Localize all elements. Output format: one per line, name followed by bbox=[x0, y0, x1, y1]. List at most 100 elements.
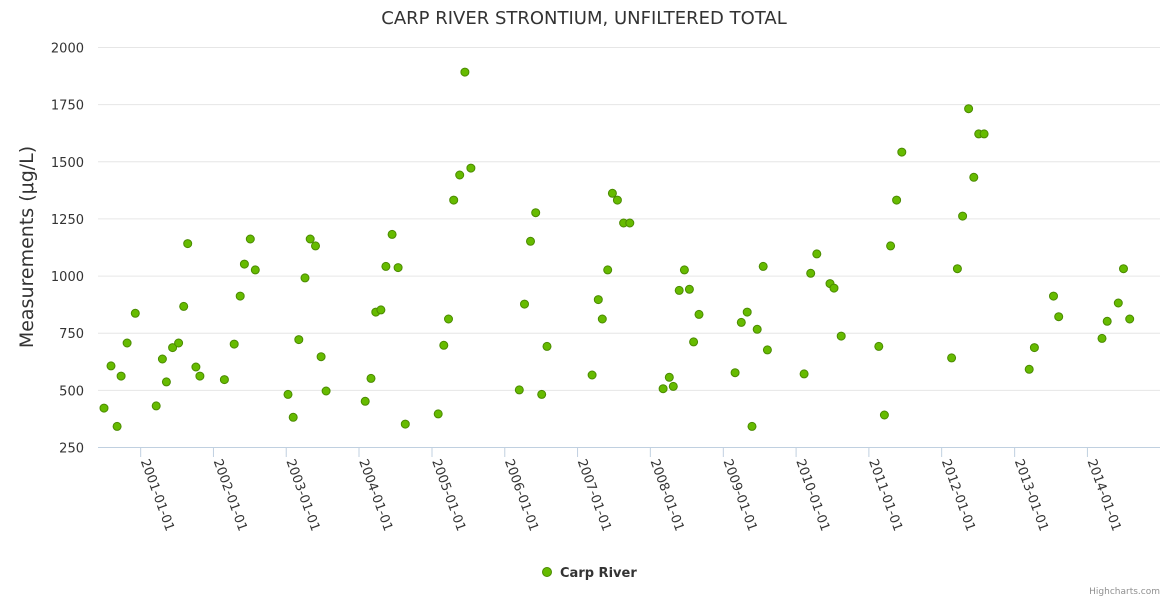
data-point-80[interactable] bbox=[879, 410, 889, 420]
data-point-47[interactable] bbox=[531, 208, 541, 218]
data-point-36[interactable] bbox=[400, 419, 410, 429]
data-point-22[interactable] bbox=[288, 412, 298, 422]
data-point-74[interactable] bbox=[806, 268, 816, 278]
data-point-50[interactable] bbox=[587, 370, 597, 380]
data-point-58[interactable] bbox=[658, 384, 668, 394]
data-point-57[interactable] bbox=[625, 218, 635, 228]
data-point-35[interactable] bbox=[393, 263, 403, 273]
data-point-97[interactable] bbox=[1113, 298, 1123, 308]
data-point-18[interactable] bbox=[239, 259, 249, 269]
data-point-86[interactable] bbox=[958, 211, 968, 221]
data-point-78[interactable] bbox=[836, 331, 846, 341]
data-point-95[interactable] bbox=[1097, 333, 1107, 343]
data-point-49[interactable] bbox=[542, 341, 552, 351]
data-point-42[interactable] bbox=[460, 67, 470, 77]
data-point-63[interactable] bbox=[684, 284, 694, 294]
data-point-24[interactable] bbox=[300, 273, 310, 283]
data-point-70[interactable] bbox=[752, 324, 762, 334]
data-point-81[interactable] bbox=[886, 241, 896, 251]
data-point-94[interactable] bbox=[1054, 312, 1064, 322]
data-point-71[interactable] bbox=[758, 261, 768, 271]
data-point-69[interactable] bbox=[747, 421, 757, 431]
data-point-3[interactable] bbox=[116, 371, 126, 381]
data-point-54[interactable] bbox=[607, 188, 617, 198]
data-point-37[interactable] bbox=[433, 409, 443, 419]
data-point-99[interactable] bbox=[1125, 314, 1135, 324]
data-point-39[interactable] bbox=[444, 314, 453, 324]
data-point-28[interactable] bbox=[321, 386, 331, 396]
data-point-2[interactable] bbox=[112, 421, 122, 431]
data-point-12[interactable] bbox=[183, 239, 193, 249]
data-point-4[interactable] bbox=[122, 338, 132, 348]
data-point-33[interactable] bbox=[381, 261, 391, 271]
data-point-13[interactable] bbox=[191, 362, 201, 372]
data-point-65[interactable] bbox=[694, 309, 704, 319]
data-point-7[interactable] bbox=[157, 354, 167, 364]
data-point-40[interactable] bbox=[449, 195, 459, 205]
data-point-55[interactable] bbox=[612, 195, 622, 205]
data-point-6[interactable] bbox=[151, 401, 161, 411]
data-point-11[interactable] bbox=[179, 301, 189, 311]
data-point-1[interactable] bbox=[106, 361, 116, 371]
data-point-32[interactable] bbox=[376, 305, 386, 315]
data-point-21[interactable] bbox=[283, 389, 293, 399]
data-point-53[interactable] bbox=[603, 265, 613, 275]
data-point-8[interactable] bbox=[161, 377, 171, 387]
legend[interactable]: Carp River bbox=[542, 566, 638, 581]
data-point-44[interactable] bbox=[514, 385, 524, 395]
data-point-29[interactable] bbox=[360, 396, 370, 406]
data-point-88[interactable] bbox=[969, 172, 979, 182]
data-point-19[interactable] bbox=[245, 234, 255, 244]
data-point-72[interactable] bbox=[762, 345, 772, 355]
data-point-16[interactable] bbox=[229, 339, 239, 349]
credits-link[interactable]: Highcharts.com bbox=[1089, 587, 1160, 597]
legend-item-carp-river[interactable]: Carp River bbox=[560, 566, 637, 581]
data-point-79[interactable] bbox=[874, 341, 884, 351]
data-point-90[interactable] bbox=[979, 129, 989, 139]
data-point-10[interactable] bbox=[174, 338, 184, 348]
data-point-38[interactable] bbox=[439, 340, 449, 350]
data-point-67[interactable] bbox=[736, 317, 746, 327]
data-point-73[interactable] bbox=[799, 369, 809, 379]
data-point-25[interactable] bbox=[305, 234, 315, 244]
data-point-93[interactable] bbox=[1049, 291, 1058, 301]
data-point-45[interactable] bbox=[520, 299, 529, 309]
data-point-5[interactable] bbox=[130, 308, 140, 318]
data-point-46[interactable] bbox=[526, 236, 535, 246]
data-point-41[interactable] bbox=[455, 170, 465, 180]
data-point-77[interactable] bbox=[829, 283, 839, 293]
data-point-68[interactable] bbox=[742, 307, 752, 317]
data-point-82[interactable] bbox=[892, 195, 902, 205]
data-point-0[interactable] bbox=[99, 403, 109, 413]
data-point-9[interactable] bbox=[168, 343, 178, 353]
data-point-91[interactable] bbox=[1024, 364, 1034, 374]
data-point-59[interactable] bbox=[664, 372, 674, 382]
data-point-84[interactable] bbox=[947, 353, 957, 363]
data-point-34[interactable] bbox=[387, 229, 397, 239]
data-point-51[interactable] bbox=[593, 295, 603, 305]
data-point-92[interactable] bbox=[1029, 343, 1039, 353]
data-point-48[interactable] bbox=[537, 389, 547, 399]
data-point-66[interactable] bbox=[730, 368, 740, 378]
data-point-75[interactable] bbox=[812, 249, 822, 259]
data-point-14[interactable] bbox=[195, 371, 205, 381]
data-point-60[interactable] bbox=[668, 381, 678, 391]
data-point-85[interactable] bbox=[952, 264, 962, 274]
data-point-27[interactable] bbox=[316, 352, 326, 362]
data-point-87[interactable] bbox=[964, 104, 974, 114]
data-point-20[interactable] bbox=[250, 265, 260, 275]
data-point-15[interactable] bbox=[219, 375, 229, 385]
data-point-64[interactable] bbox=[689, 337, 699, 347]
data-point-43[interactable] bbox=[466, 163, 476, 173]
data-point-98[interactable] bbox=[1119, 264, 1128, 274]
data-point-52[interactable] bbox=[597, 314, 607, 324]
data-point-23[interactable] bbox=[294, 335, 304, 345]
data-point-62[interactable] bbox=[679, 265, 689, 275]
data-point-61[interactable] bbox=[674, 285, 684, 295]
data-point-96[interactable] bbox=[1102, 316, 1112, 326]
data-point-26[interactable] bbox=[311, 241, 320, 251]
data-point-17[interactable] bbox=[235, 291, 245, 301]
data-point-83[interactable] bbox=[897, 147, 907, 157]
data-point-30[interactable] bbox=[366, 373, 376, 383]
